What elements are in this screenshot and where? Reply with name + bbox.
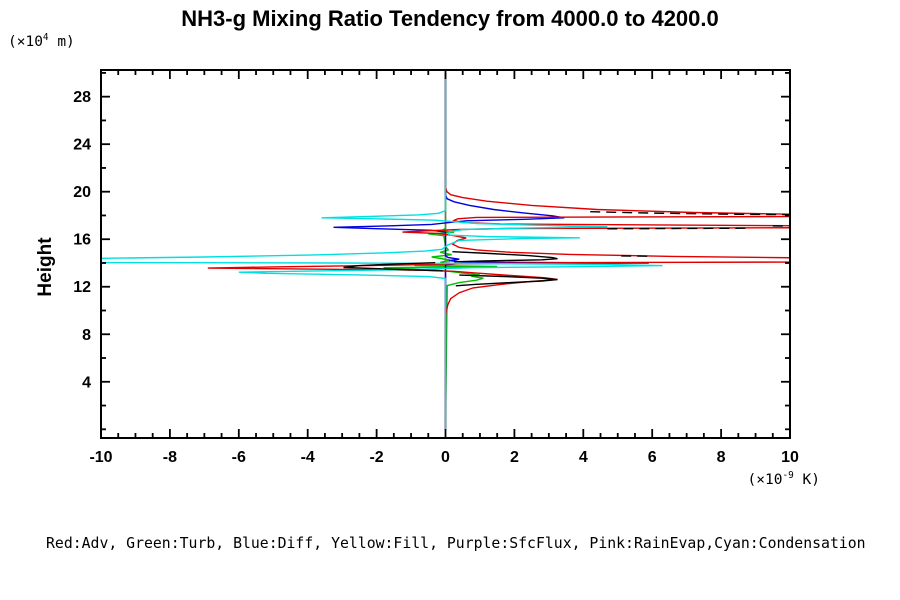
series-turb [383,72,498,430]
x-tick-label: -10 [89,449,112,466]
y-axis-unit-label: (×104 m) [8,32,75,50]
y-tick-label: 8 [82,327,91,344]
axis-ticks [100,70,791,438]
series-group [101,72,790,430]
x-tick-label: 6 [648,449,657,466]
x-tick-label: -8 [163,449,177,466]
x-tick-label: 2 [510,449,519,466]
y-tick-label: 28 [73,89,91,106]
series-black-overlay-6 [455,274,558,287]
series-black-overlay-0 [590,211,790,216]
series-black-overlay-4 [452,251,558,263]
y-tick-label: 24 [73,137,91,154]
series-black-overlay-5 [343,262,443,272]
x-tick-label: 8 [717,449,726,466]
series-black-overlay-1 [607,227,749,230]
x-tick-label: -6 [232,449,246,466]
series-condensation [101,72,663,430]
x-tick-label: -4 [301,449,315,466]
y-tick-label: 4 [82,374,91,391]
x-tick-label: 0 [441,449,450,466]
y-tick-label: 16 [73,232,91,249]
y-axis-title: Height [35,237,56,297]
x-axis-unit-label: (×10-9 K) [747,470,820,488]
y-tick-label: 20 [73,184,91,201]
x-tick-label: -2 [369,449,383,466]
x-tick-label: 4 [579,449,588,466]
y-tick-label: 12 [73,279,91,296]
plot-title: NH3-g Mixing Ratio Tendency from 4000.0 … [181,6,719,31]
series-adv [207,72,790,430]
legend-text: Red:Adv, Green:Turb, Blue:Diff, Yellow:F… [46,535,866,552]
x-tick-label: 10 [781,449,799,466]
